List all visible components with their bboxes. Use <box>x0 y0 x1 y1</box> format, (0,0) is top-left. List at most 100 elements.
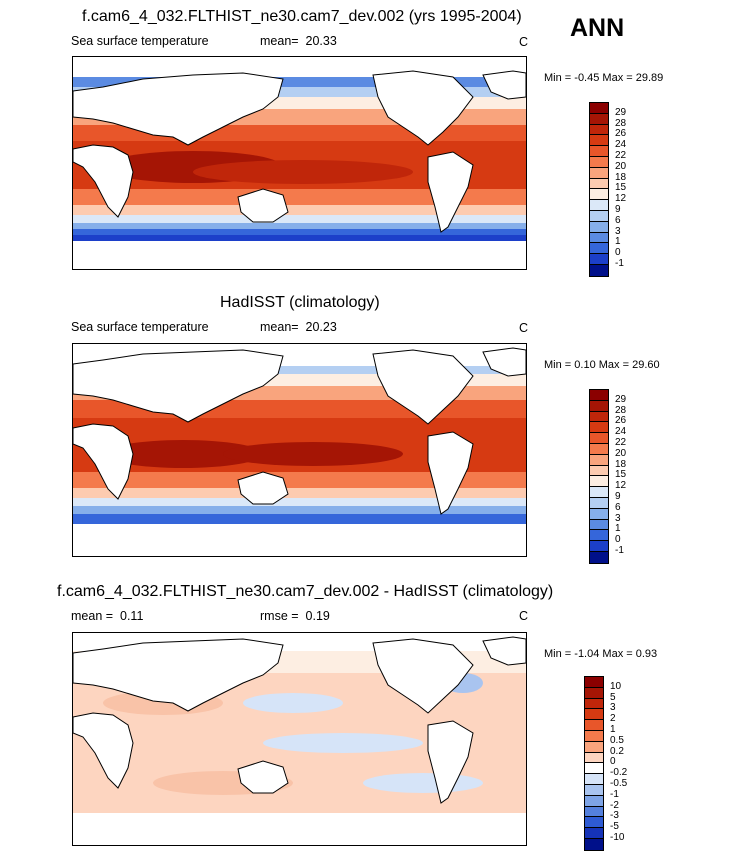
colorbar-swatch <box>585 677 603 688</box>
colorbar-swatch <box>585 817 603 829</box>
colorbar-swatch <box>585 752 603 764</box>
colorbar-swatch <box>590 390 608 401</box>
colorbar-swatch <box>585 828 603 839</box>
colorbar-swatch <box>585 709 603 721</box>
colorbar-swatch <box>585 741 603 753</box>
colorbar-tick-label: 3 <box>615 225 621 237</box>
colorbar-swatch <box>590 551 608 563</box>
colorbar-swatch <box>590 178 608 190</box>
colorbar-swatch <box>590 454 608 466</box>
colorbar-swatch <box>590 232 608 244</box>
colorbar-tick-label: 2 <box>610 713 616 725</box>
colorbar-tick-label: -1 <box>615 545 624 556</box>
colorbar-tick-label: -5 <box>610 821 619 833</box>
panel2-colorbar <box>589 389 609 564</box>
colorbar-tick-label: -10 <box>610 832 625 843</box>
colorbar-swatch <box>590 422 608 434</box>
panel2-min-value: 0.10 <box>574 359 596 371</box>
panel1-colorbar <box>589 102 609 277</box>
panel1-title: f.cam6_4_032.FLTHIST_ne30.cam7_dev.002 (… <box>82 8 522 25</box>
panel2-mean: mean= 20.23 <box>260 320 337 334</box>
colorbar-tick-label: 1 <box>615 523 621 535</box>
panel2-max-value: 29.60 <box>632 359 660 371</box>
colorbar-swatch <box>585 698 603 710</box>
colorbar-tick-label: 0 <box>610 756 616 768</box>
colorbar-tick-label: -1 <box>610 788 619 800</box>
panel2-variable: Sea surface temperature <box>71 320 209 334</box>
colorbar-tick-label: 24 <box>615 426 627 438</box>
colorbar-tick-label: 6 <box>615 214 621 226</box>
colorbar-tick-label: 15 <box>615 182 627 194</box>
colorbar-swatch <box>590 443 608 455</box>
colorbar-swatch <box>590 135 608 147</box>
colorbar-tick-label: 15 <box>615 469 627 481</box>
colorbar-tick-label: 28 <box>615 117 627 129</box>
colorbar-tick-label: 20 <box>615 447 627 459</box>
colorbar-tick-label: 3 <box>610 702 616 714</box>
colorbar-tick-label: 18 <box>615 458 627 470</box>
colorbar-tick-label: -0.2 <box>610 767 628 779</box>
colorbar-swatch <box>590 476 608 488</box>
panel1-max-label: Max = <box>602 72 633 84</box>
colorbar-tick-label: 0 <box>615 247 621 259</box>
panel1-mean-label: mean= <box>260 34 299 48</box>
colorbar-tick-label: 22 <box>615 150 627 161</box>
colorbar-swatch <box>590 541 608 552</box>
panel3-min-label: Min = <box>544 648 572 660</box>
colorbar-swatch <box>590 189 608 201</box>
colorbar-tick-label: 28 <box>615 404 627 416</box>
colorbar-swatch <box>590 411 608 423</box>
colorbar-swatch <box>585 806 603 818</box>
panel1-mean-value: 20.33 <box>305 34 337 48</box>
panel2-mean-value: 20.23 <box>305 320 337 334</box>
colorbar-swatch <box>590 519 608 531</box>
colorbar-tick-label: 20 <box>615 160 627 172</box>
colorbar-swatch <box>585 720 603 731</box>
panel1-mean: mean= 20.33 <box>260 34 337 48</box>
colorbar-swatch <box>590 200 608 211</box>
colorbar-swatch <box>590 487 608 498</box>
colorbar-tick-label: 9 <box>615 204 621 215</box>
panel2-units: C <box>519 321 529 335</box>
colorbar-tick-label: -2 <box>610 799 619 811</box>
colorbar-swatch <box>590 497 608 509</box>
colorbar-swatch <box>590 156 608 168</box>
panel3-rmse-label: rmse = <box>260 609 299 623</box>
panel1-min-value: -0.45 <box>574 72 600 84</box>
panel3-units: C <box>519 609 529 623</box>
colorbar-tick-label: 0.2 <box>610 745 624 757</box>
colorbar-swatch <box>590 146 608 157</box>
colorbar-swatch <box>590 210 608 222</box>
colorbar-tick-label: 5 <box>610 691 616 703</box>
colorbar-swatch <box>590 103 608 114</box>
colorbar-tick-label: 1 <box>615 236 621 248</box>
colorbar-swatch <box>590 113 608 125</box>
panel2-min-label: Min = <box>544 359 572 371</box>
panel3-max-value: 0.93 <box>635 648 658 660</box>
colorbar-tick-label: -0.5 <box>610 778 628 789</box>
colorbar-tick-label: 10 <box>610 680 622 692</box>
panel2-map <box>72 343 527 557</box>
colorbar-swatch <box>585 838 603 850</box>
panel3-rmse-value: 0.19 <box>305 609 330 623</box>
panel1-map <box>72 56 527 270</box>
panel2-max-label: Max = <box>598 359 630 371</box>
panel3-title: f.cam6_4_032.FLTHIST_ne30.cam7_dev.002 -… <box>57 583 554 600</box>
colorbar-tick-label: 6 <box>615 501 621 513</box>
panel2-minmax: Min = 0.10 Max = 29.60 <box>544 359 660 371</box>
colorbar-tick-label: 26 <box>615 415 627 427</box>
colorbar-swatch <box>590 124 608 136</box>
colorbar-swatch <box>590 254 608 265</box>
colorbar-swatch <box>590 400 608 412</box>
colorbar-tick-label: 26 <box>615 128 627 140</box>
panel3-mean: mean = 0.11 <box>71 609 143 623</box>
colorbar-swatch <box>590 167 608 179</box>
colorbar-tick-label: 24 <box>615 139 627 151</box>
panel1-minmax: Min = -0.45 Max = 29.89 <box>544 72 663 84</box>
panel3-min-value: -1.04 <box>574 648 600 660</box>
panel3-rmse: rmse = 0.19 <box>260 609 330 623</box>
colorbar-swatch <box>585 795 603 807</box>
colorbar-tick-label: -1 <box>615 258 624 269</box>
colorbar-tick-label: 0 <box>615 534 621 546</box>
colorbar-swatch <box>585 774 603 785</box>
